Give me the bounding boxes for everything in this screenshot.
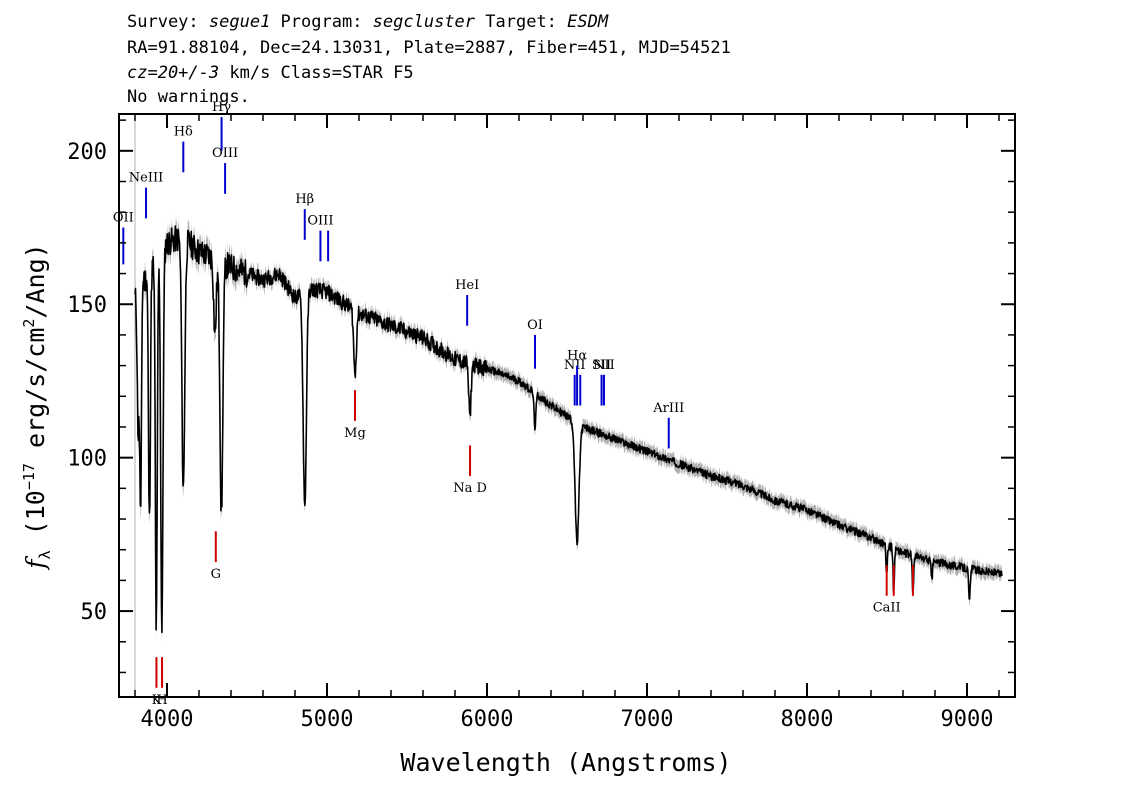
emission-line-label-4: OIII (212, 146, 238, 161)
y-label-f: f (21, 556, 50, 571)
program-value: segcluster (372, 12, 476, 32)
emission-line-label-15: ArIII (652, 401, 684, 416)
target-label: Target: (475, 12, 568, 32)
emission-line-label-9: OI (527, 318, 543, 333)
x-axis-label: Wavelength (Angstroms) (400, 748, 731, 777)
axis-ticks: 4000 5000 6000 7000 8000 9000 50 100 150 200 (67, 114, 1015, 732)
absorption-line-label-1: H (156, 693, 167, 708)
emission-line-label-13: SII (592, 358, 611, 373)
redshift-value: cz=20+/-3 (127, 63, 220, 83)
flux-line (134, 225, 1003, 634)
absorption-line-label-2: G (211, 567, 221, 582)
y-label-open: (10 (21, 490, 50, 550)
header-line-4: No warnings. (127, 87, 250, 107)
header-line-1: Survey: segue1 Program: segcluster Targe… (127, 12, 608, 32)
emission-line-label-1: NeIII (129, 171, 163, 186)
header-line-2: RA=91.88104, Dec=24.13031, Plate=2887, F… (127, 38, 731, 58)
emission-line-label-14: NII (593, 358, 615, 373)
x-tick-label-1: 5000 (301, 707, 354, 732)
survey-label: Survey: (127, 12, 209, 32)
x-tick-label-2: 6000 (461, 707, 514, 732)
error-band (134, 114, 1002, 697)
plot-frame (118, 113, 1016, 698)
y-label-lambda: λ (36, 550, 54, 559)
emission-line-label-5: Hβ (295, 192, 314, 207)
emission-line-label-8: HeI (455, 278, 479, 293)
class-text: km/s Class=STAR F5 (219, 63, 414, 83)
header-line-3: cz=20+/-3 km/s Class=STAR F5 (127, 63, 414, 83)
line-markers: OIINeIIIHδHγOIIIHβOIIIHeIOINIIHαSIINIIAr… (113, 100, 914, 708)
y-tick-label-3: 200 (67, 140, 107, 165)
y-tick-label-1: 100 (67, 447, 107, 472)
x-tick-label-4: 8000 (781, 707, 834, 732)
y-label-close: /Ang) (21, 243, 50, 318)
survey-value: segue1 (208, 12, 271, 32)
emission-line-label-11: Hα (567, 349, 587, 364)
emission-line-label-2: Hδ (174, 125, 193, 140)
absorption-line-label-3: Mg (344, 426, 366, 441)
x-tick-label-5: 9000 (941, 707, 994, 732)
target-value: ESDM (567, 12, 609, 32)
y-label-units: erg/s/cm (21, 328, 50, 463)
absorption-line-label-4: Na D (453, 481, 487, 496)
flux-series (134, 225, 1003, 634)
y-axis-label: fλ (10−17 erg/s/cm2/Ang) (20, 243, 54, 570)
emission-line-label-10: NII (564, 358, 586, 373)
emission-line-label-6: OIII (307, 214, 333, 229)
y-label-square: 2 (20, 319, 38, 328)
emission-line-label-3: Hγ (212, 100, 231, 115)
program-label: Program: (270, 12, 373, 32)
absorption-line-label-0: K (152, 693, 162, 708)
x-tick-label-0: 4000 (141, 707, 194, 732)
y-tick-label-2: 150 (67, 293, 107, 318)
x-tick-label-3: 7000 (621, 707, 674, 732)
y-tick-label-0: 50 (81, 600, 108, 625)
y-label-exponent: −17 (20, 463, 38, 490)
absorption-line-label-5: CaII (873, 601, 901, 616)
